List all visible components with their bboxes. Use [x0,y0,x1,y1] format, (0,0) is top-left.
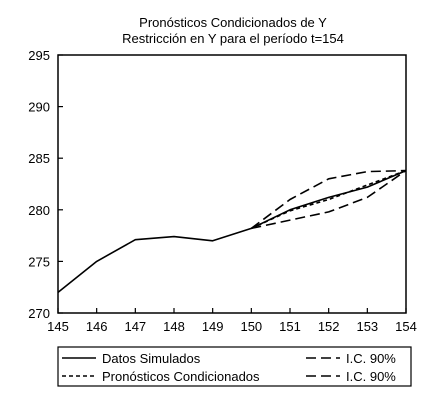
x-tick-label: 146 [86,319,108,334]
y-tick-label: 275 [28,254,50,269]
legend-label-ic-lower: I.C. 90% [346,369,396,384]
legend-label-ic-upper: I.C. 90% [346,351,396,366]
y-tick-label: 270 [28,306,50,321]
x-tick-label: 154 [395,319,417,334]
series-lines [57,169,407,294]
legend-label-datos-simulados: Datos Simulados [102,351,201,366]
chart-title: Pronósticos Condicionados de Y [139,15,327,30]
y-tick-label: 285 [28,151,50,166]
y-tick-label: 295 [28,48,50,63]
x-tick-label: 150 [240,319,262,334]
plot-frame [57,54,407,314]
legend-box [57,346,412,387]
x-tick-label: 151 [279,319,301,334]
legend: Datos Simulados Pronósticos Condicionado… [57,346,412,387]
series-line-ic-upper [250,169,407,230]
series-line-pronosticos [250,169,407,230]
x-tick-label: 148 [163,319,185,334]
legend-label-pronosticos: Pronósticos Condicionados [102,369,260,384]
x-tick-label: 145 [47,319,69,334]
x-tick-label: 152 [318,319,340,334]
chart-subtitle: Restricción en Y para el período t=154 [122,31,344,46]
series-line-datos-simulados [57,169,407,294]
series-line-ic-lower [251,169,407,230]
x-tick-label: 149 [202,319,224,334]
y-tick-label: 290 [28,100,50,115]
x-tick-label: 147 [124,319,146,334]
x-axis: 145 146 147 148 149 150 151 152 153 154 [47,308,417,334]
y-tick-label: 280 [28,203,50,218]
x-tick-label: 153 [356,319,378,334]
y-axis: 270 275 280 285 290 295 [28,48,63,321]
